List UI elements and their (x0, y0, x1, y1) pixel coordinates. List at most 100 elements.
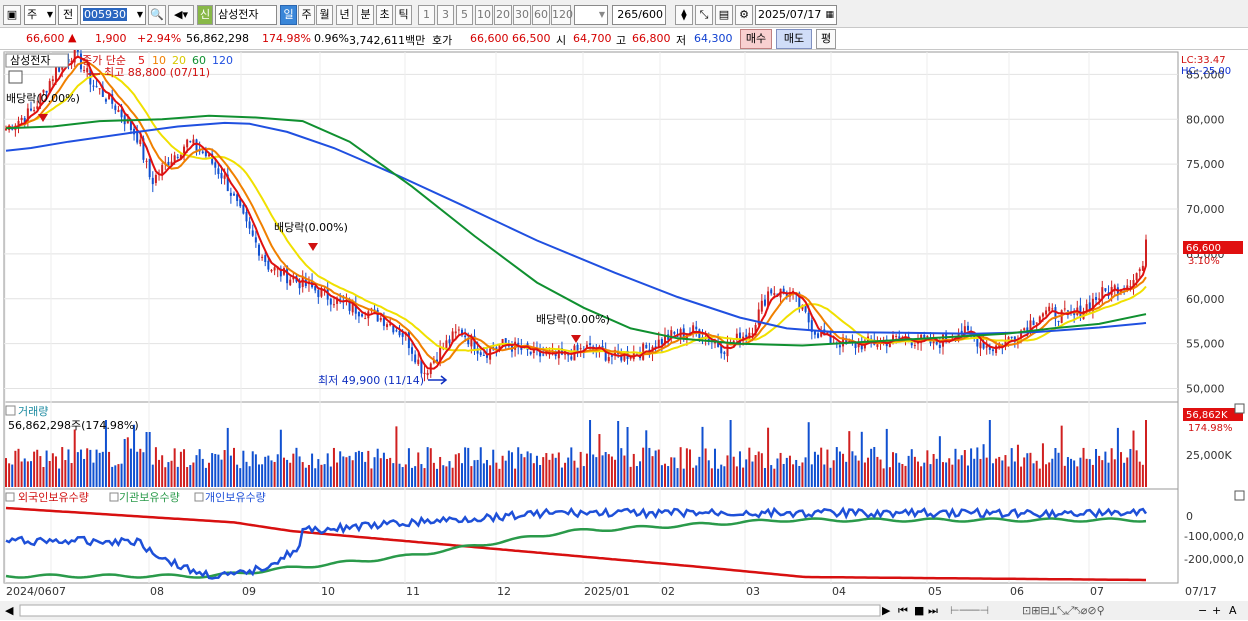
volume-bar (1054, 448, 1057, 487)
period-select[interactable]: 주 ▼ (24, 5, 56, 25)
scroll-right-icon[interactable]: ▶ (882, 604, 891, 617)
volume-bar (195, 455, 198, 487)
period-tick-button[interactable]: 틱 (395, 5, 412, 25)
candle-body (1035, 322, 1038, 324)
candle-body (892, 335, 895, 343)
speaker-icon[interactable]: ◀▾ (168, 5, 194, 25)
candle-body (926, 335, 929, 338)
candle-body (857, 343, 860, 348)
close-icon[interactable] (1234, 490, 1245, 501)
period-week-button[interactable]: 주 (298, 5, 315, 25)
interval-3-button[interactable]: 3 (437, 5, 454, 25)
draw-icon[interactable]: ⤡ (695, 5, 713, 25)
volume-bar (1020, 466, 1023, 487)
interval-30-button[interactable]: 30 (513, 5, 531, 25)
volume-bar (239, 468, 242, 487)
volume-bar (1132, 430, 1135, 487)
new-badge-label: 신 (199, 8, 211, 21)
price-change: 1,900 (95, 32, 127, 45)
interval-5-button[interactable]: 5 (456, 5, 473, 25)
volume-bar (1076, 466, 1079, 487)
volume-bar (976, 447, 979, 487)
candle-icon[interactable]: ⧫ (675, 5, 693, 25)
volume-bar (70, 463, 73, 487)
volume-bar (604, 452, 607, 487)
zoom-slider[interactable]: ⊢───⊣ (950, 604, 989, 617)
volume-bar (682, 468, 685, 487)
gear-icon[interactable]: ⚙ (735, 5, 753, 25)
scroll-left-icon[interactable]: ◀ (5, 604, 14, 617)
prev-select[interactable]: 전 (58, 5, 78, 25)
candle-body (195, 139, 198, 151)
volume-bar (892, 452, 895, 487)
volume-bar (51, 453, 54, 487)
candle-body (813, 331, 816, 335)
x-tick: 04 (832, 585, 846, 598)
save-icon[interactable]: ▤ (715, 5, 733, 25)
zoom-out-icon[interactable]: − (1198, 604, 1207, 617)
interval-120-button[interactable]: 120 (551, 5, 573, 25)
candle-body (985, 345, 988, 348)
period-month-button[interactable]: 월 (316, 5, 333, 25)
table-icon[interactable] (8, 70, 23, 84)
count-field[interactable]: 265/600 (612, 5, 666, 25)
stock-code-input[interactable]: 005930 ▼ (80, 5, 146, 25)
stop-icon[interactable]: ■ (914, 604, 924, 617)
candle-body (101, 86, 104, 97)
legend-ma120: 120 (212, 54, 233, 67)
rewind-icon[interactable]: ⏮ (898, 604, 908, 617)
stock-chart[interactable]: 배당락(0.00%) 배당락(0.00%) 배당락(0.00%) 최고 88,8… (0, 50, 1248, 621)
candle-body (248, 221, 251, 229)
interval-60-button[interactable]: 60 (532, 5, 550, 25)
volume-bar (267, 455, 270, 487)
volume-bar (364, 461, 367, 487)
candle-body (532, 347, 535, 353)
close-icon[interactable] (1234, 403, 1245, 414)
period-minute-button[interactable]: 분 (357, 5, 374, 25)
dividend-arrow-icon (571, 335, 581, 343)
volume-bar (963, 450, 966, 487)
period-day-button[interactable]: 일 (280, 5, 297, 25)
new-badge[interactable]: 신 (197, 5, 213, 25)
candle-body (529, 351, 532, 355)
price-change-pct: +2.94% (137, 32, 182, 45)
eval-button[interactable]: 평 (816, 29, 836, 49)
volume-bar (248, 466, 251, 487)
tool-icons[interactable]: ⊡⊞⊟⟂⤡⤢⤣⌀⊘⚲ (1022, 604, 1105, 617)
candle-body (717, 341, 720, 347)
interval-20-button[interactable]: 20 (494, 5, 512, 25)
volume-bar (579, 451, 582, 487)
interval-10-button[interactable]: 10 (475, 5, 493, 25)
volume-bar (139, 448, 142, 487)
volume-bar (910, 449, 913, 487)
period-second-button[interactable]: 초 (376, 5, 393, 25)
buy-button[interactable]: 매수 (740, 29, 772, 49)
candle-body (820, 331, 823, 337)
font-size-icon[interactable]: A (1229, 604, 1237, 617)
search-icon[interactable]: 🔍 (148, 5, 166, 25)
price-tick: 50,000 (1186, 383, 1225, 396)
volume-bar (1138, 461, 1141, 487)
volume-bar (554, 457, 557, 487)
volume-bar (179, 451, 182, 487)
volume-bar (233, 447, 235, 487)
volume-bar (1045, 464, 1048, 487)
volume-bar (938, 436, 941, 487)
scroll-thumb[interactable] (19, 604, 881, 617)
candle-body (507, 345, 510, 347)
volume-bar (95, 449, 98, 487)
volume-bar (848, 431, 851, 487)
candle-body (336, 297, 339, 304)
zoom-in-icon[interactable]: + (1212, 604, 1221, 617)
period-year-button[interactable]: 년 (336, 5, 353, 25)
candle-body (673, 332, 676, 334)
layout-icon[interactable]: ▣ (3, 5, 21, 25)
forward-icon[interactable]: ⏭ (928, 604, 938, 617)
date-field[interactable]: 2025/07/17 ▦ (755, 5, 837, 25)
interval-custom-select[interactable]: ▼ (574, 5, 608, 25)
sell-button[interactable]: 매도 (776, 29, 812, 49)
price-tick: 60,000 (1186, 293, 1225, 306)
interval-1-button[interactable]: 1 (418, 5, 435, 25)
volume-legend-box (5, 405, 16, 416)
candle-body (95, 86, 98, 88)
